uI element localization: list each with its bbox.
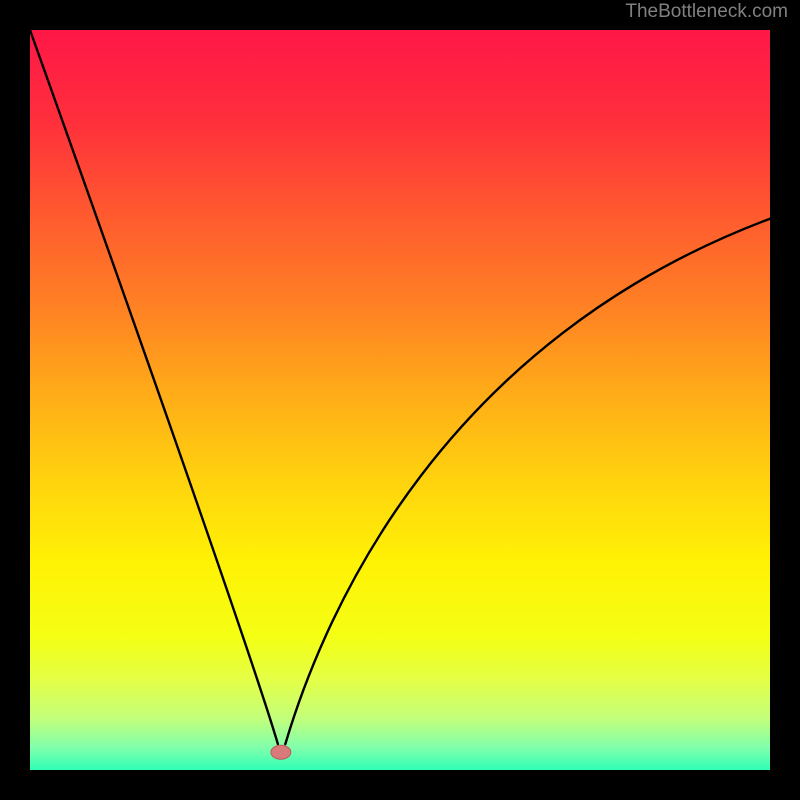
bottleneck-chart <box>0 0 800 800</box>
watermark-text: TheBottleneck.com <box>625 1 788 23</box>
plot-background <box>30 30 770 770</box>
optimal-point-marker <box>271 745 291 759</box>
